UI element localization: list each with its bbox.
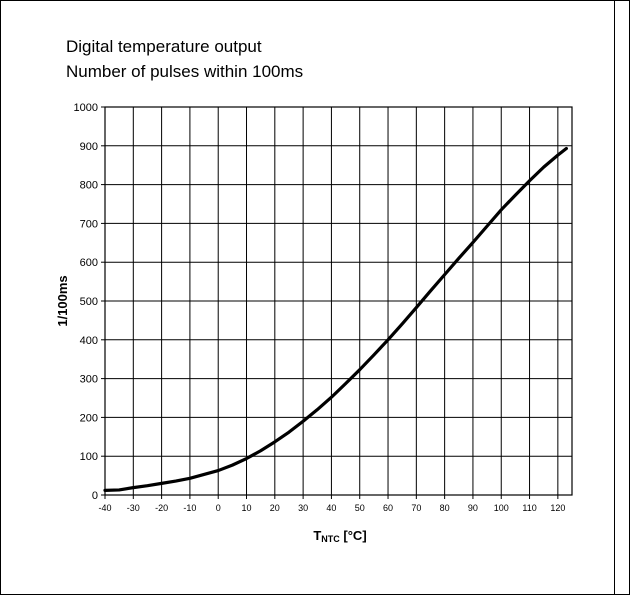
y-tick-label: 1000 (74, 102, 98, 114)
x-tick-label: 90 (468, 503, 478, 513)
x-tick-label: 80 (440, 503, 450, 513)
x-tick-label: 0 (216, 503, 221, 513)
x-tick-label: 100 (494, 503, 509, 513)
x-tick-label: -10 (183, 503, 196, 513)
y-tick-label: 200 (80, 412, 98, 424)
series-layer (103, 146, 568, 492)
x-axis-label-subscript: NTC (321, 534, 340, 544)
y-tick-label: 500 (80, 296, 98, 308)
y-axis-label: 1/100ms (55, 275, 70, 326)
grid (105, 107, 572, 495)
y-tick-label: 800 (80, 180, 98, 192)
x-tick-label: -40 (98, 503, 111, 513)
y-tick-label: 400 (80, 335, 98, 347)
y-tick-label: 700 (80, 218, 98, 230)
x-tick-label: 110 (522, 503, 536, 513)
x-tick-label: 50 (355, 503, 365, 513)
x-tick-label: 120 (550, 503, 565, 513)
series-line (103, 146, 568, 492)
y-tick-label: 600 (80, 257, 98, 269)
chart-title: Digital temperature output (66, 37, 262, 56)
x-tick-label: -30 (127, 503, 140, 513)
x-tick-label: 10 (242, 503, 252, 513)
x-axis-ticks: -40 -30 -20 -10 0 10 20 30 40 50 60 70 80 90 100 110 120 (98, 495, 565, 513)
chart-title-block: Digital temperature output Number of pul… (66, 34, 303, 84)
x-tick-label: 40 (326, 503, 336, 513)
y-axis-ticks: 0 100 200 300 400 500 600 700 800 900 1000 (74, 102, 105, 502)
y-tick-label: 100 (80, 451, 98, 463)
x-tick-label: 60 (383, 503, 393, 513)
x-tick-label: 30 (298, 503, 308, 513)
x-axis-label-main: T (313, 528, 321, 543)
x-tick-label: 20 (270, 503, 280, 513)
y-tick-label: 0 (92, 490, 98, 502)
x-axis-label: TNTC [°C] (313, 528, 366, 544)
x-tick-label: -20 (155, 503, 168, 513)
chart-subtitle: Number of pulses within 100ms (66, 62, 304, 81)
y-tick-label: 300 (80, 374, 98, 386)
y-tick-label: 900 (80, 141, 98, 153)
x-tick-label: 70 (411, 503, 421, 513)
x-axis-label-unit: [°C] (340, 528, 367, 543)
